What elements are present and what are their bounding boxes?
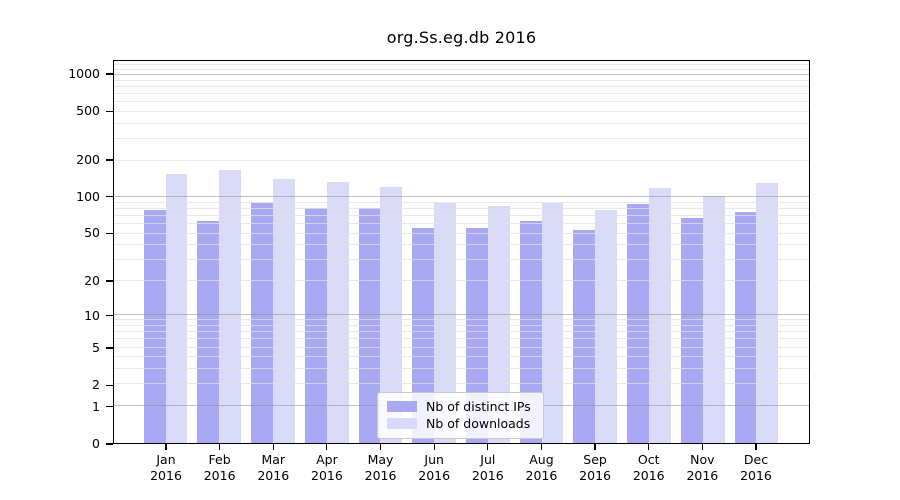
bar-downloads [219, 170, 242, 443]
bar-downloads [756, 182, 779, 443]
bar-distinct-ips [412, 227, 435, 443]
y-tick-label: 100 [76, 188, 100, 204]
plot-area-inner [114, 61, 809, 443]
y-tick-label: 1 [92, 398, 100, 414]
y-tick-label: 2 [92, 377, 100, 393]
x-tick-mark [487, 444, 489, 450]
legend-label-distinct-ips: Nb of distinct IPs [426, 399, 531, 414]
y-tick-label: 20 [84, 272, 100, 288]
minor-gridline [114, 64, 809, 66]
legend: Nb of distinct IPs Nb of downloads [377, 392, 544, 439]
x-tick-mark [219, 444, 221, 450]
y-tick-mark [106, 314, 113, 317]
minor-gridline [114, 122, 809, 124]
y-tick-mark [106, 159, 113, 161]
x-tick-label: Jul 2016 [471, 452, 504, 483]
x-tick-label: May 2016 [364, 452, 397, 483]
y-tick-mark [106, 110, 113, 112]
bar-downloads [434, 203, 456, 443]
x-tick-label: Aug 2016 [525, 452, 558, 483]
x-tick-label: Jun 2016 [418, 452, 451, 483]
y-tick-mark [106, 280, 113, 282]
bar-downloads [595, 210, 618, 443]
x-tick-label: Mar 2016 [257, 452, 290, 483]
bar-distinct-ips [627, 203, 649, 443]
x-tick-label: Nov 2016 [686, 452, 719, 483]
bar-downloads [648, 187, 671, 443]
legend-swatch-distinct-ips [387, 401, 417, 412]
y-tick-mark [106, 73, 113, 75]
y-tick-label: 10 [84, 307, 100, 323]
bar-distinct-ips [304, 207, 327, 443]
x-tick-mark [272, 444, 274, 450]
x-tick-mark [648, 444, 650, 450]
minor-gridline [114, 101, 809, 103]
y-tick-mark [106, 232, 113, 235]
legend-label-downloads: Nb of downloads [426, 416, 531, 431]
x-tick-mark [433, 444, 435, 450]
bar-distinct-ips [143, 210, 166, 443]
x-tick-label: Jan 2016 [150, 452, 182, 483]
bar-distinct-ips [251, 202, 273, 443]
x-tick-mark [165, 444, 167, 450]
minor-gridline [114, 79, 809, 81]
y-tick-label: 0 [92, 436, 100, 451]
x-tick-label: Apr 2016 [311, 452, 343, 483]
minor-gridline [114, 137, 809, 139]
legend-swatch-downloads [387, 418, 417, 429]
minor-gridline [114, 110, 809, 112]
x-tick-mark [379, 444, 382, 450]
legend-item-distinct-ips: Nb of distinct IPs [387, 398, 534, 415]
bar-downloads [702, 196, 725, 443]
minor-gridline [114, 68, 809, 70]
x-tick-label: Feb 2016 [203, 452, 236, 483]
y-tick-mark [106, 347, 113, 349]
minor-gridline [114, 85, 809, 87]
y-tick-label: 5 [92, 340, 100, 356]
x-tick-mark [701, 444, 703, 450]
bar-downloads [273, 179, 295, 443]
x-tick-label: Sep 2016 [579, 452, 611, 483]
minor-gridline [114, 159, 809, 161]
y-tick-label: 500 [76, 103, 100, 119]
y-tick-mark [106, 196, 113, 198]
legend-item-downloads: Nb of downloads [387, 415, 534, 432]
x-tick-mark [755, 444, 757, 450]
chart-title: org.Ss.eg.db 2016 [386, 28, 537, 47]
bar-distinct-ips [573, 229, 596, 443]
bar-distinct-ips [680, 218, 703, 443]
bar-distinct-ips [466, 227, 488, 443]
bar-distinct-ips [734, 212, 757, 443]
bar-downloads [326, 182, 349, 443]
y-tick-mark [106, 443, 113, 445]
x-tick-mark [326, 444, 328, 450]
y-tick-mark [106, 406, 113, 408]
x-tick-mark [540, 444, 543, 450]
minor-gridline [114, 92, 809, 94]
x-tick-label: Oct 2016 [632, 452, 665, 483]
y-tick-mark [106, 384, 113, 386]
y-tick-label: 50 [84, 225, 100, 241]
y-tick-label: 1000 [68, 66, 100, 82]
plot-area [113, 60, 810, 444]
y-tick-label: 200 [76, 152, 100, 167]
bar-downloads [165, 174, 188, 443]
x-tick-label: Dec 2016 [740, 452, 772, 483]
x-tick-mark [594, 444, 596, 450]
bar-distinct-ips [197, 220, 220, 443]
major-gridline [114, 73, 809, 75]
bar-downloads [541, 202, 564, 443]
